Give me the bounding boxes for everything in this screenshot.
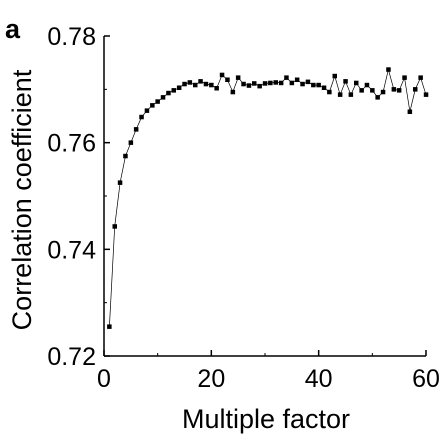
data-point — [343, 79, 348, 84]
data-point — [128, 140, 134, 145]
data-point — [407, 109, 413, 114]
data-point — [107, 324, 112, 329]
panel-label: a — [5, 14, 21, 44]
y-tick-label: 0.74 — [47, 236, 96, 264]
data-point — [375, 95, 380, 100]
x-tick-label: 60 — [412, 365, 440, 393]
data-point — [187, 80, 193, 85]
data-point — [321, 85, 327, 90]
x-axis-label: Multiple factor — [182, 404, 350, 434]
data-point — [337, 92, 343, 97]
data-point — [133, 127, 139, 132]
y-tick-label: 0.72 — [47, 343, 96, 371]
data-point — [209, 82, 214, 88]
data-point — [402, 75, 407, 80]
y-axis-ticks: 0.72 0.74 0.76 0.78 — [47, 23, 110, 371]
data-point — [364, 82, 370, 88]
data-point — [235, 75, 241, 80]
data-point — [219, 72, 225, 78]
data-point — [268, 80, 273, 86]
data-point — [198, 79, 203, 84]
data-point — [203, 81, 209, 87]
series-polyline — [109, 69, 427, 327]
y-axis-label: Correlation coefficient — [7, 69, 37, 330]
series-line — [109, 69, 427, 327]
data-point — [418, 75, 423, 80]
data-point — [193, 82, 198, 88]
series-points — [107, 67, 429, 329]
data-point — [284, 75, 289, 80]
data-point — [246, 83, 252, 88]
data-point — [316, 82, 321, 88]
data-point — [423, 92, 429, 97]
data-point — [241, 81, 246, 87]
data-point — [160, 95, 166, 100]
data-point — [332, 73, 337, 79]
data-point — [171, 88, 176, 93]
x-tick-label: 20 — [197, 365, 225, 393]
data-point — [230, 89, 236, 95]
data-point — [257, 83, 262, 89]
data-point — [166, 90, 171, 96]
data-point — [176, 85, 182, 90]
data-point — [294, 77, 300, 82]
data-point — [386, 67, 391, 72]
data-point — [413, 87, 418, 92]
data-point — [359, 88, 364, 93]
data-point — [182, 81, 187, 87]
x-tick-label: 0 — [97, 365, 111, 393]
x-tick-label: 40 — [305, 365, 333, 393]
data-point — [123, 153, 128, 159]
data-point — [214, 86, 219, 91]
data-point — [278, 80, 284, 86]
data-point — [112, 224, 117, 229]
data-point — [396, 88, 402, 93]
data-point — [225, 77, 230, 82]
data-point — [289, 80, 295, 86]
data-point — [370, 88, 375, 93]
x-axis-ticks: 0 20 40 60 — [97, 350, 440, 393]
data-point — [354, 80, 359, 86]
data-point — [380, 89, 386, 95]
data-point — [391, 87, 397, 92]
y-tick-label: 0.76 — [47, 130, 96, 158]
data-point — [300, 81, 305, 87]
data-point — [155, 99, 160, 104]
data-point — [311, 82, 316, 88]
data-point — [252, 81, 257, 86]
y-tick-label: 0.78 — [47, 23, 96, 51]
data-point — [262, 81, 268, 86]
data-point — [139, 114, 144, 120]
data-point — [150, 103, 155, 108]
data-point — [327, 89, 332, 95]
data-point — [348, 92, 354, 97]
data-point — [144, 108, 150, 113]
data-point — [117, 180, 123, 185]
data-point — [273, 80, 278, 85]
data-point — [305, 79, 311, 85]
